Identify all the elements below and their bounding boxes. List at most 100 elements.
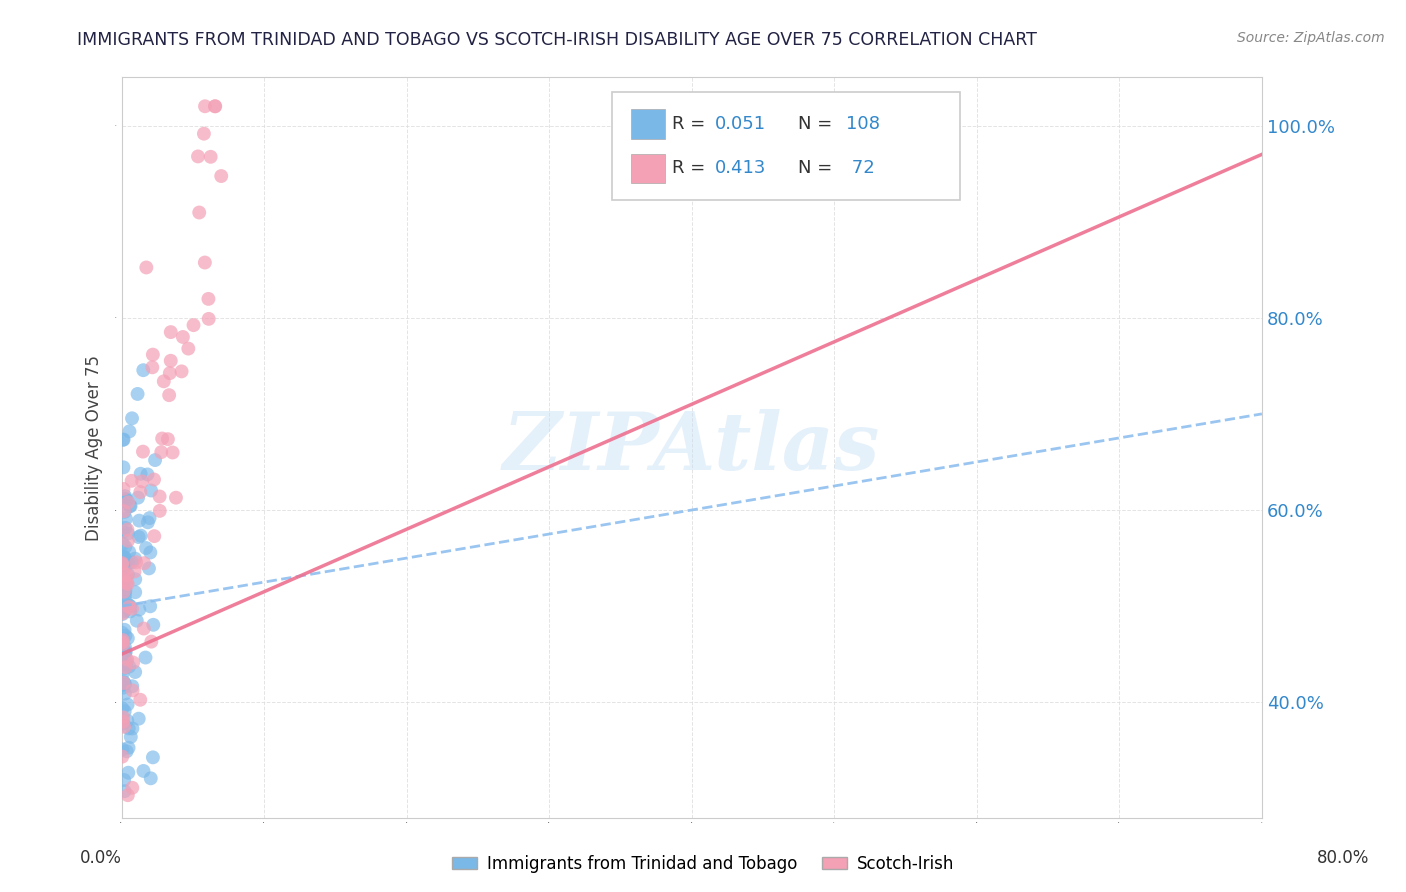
Point [138,511,160,525]
Point [114,660,136,674]
Point [141,360,163,375]
Point [112,579,135,593]
Point [112,681,135,695]
Point [115,568,138,582]
Point [128,712,150,726]
Point [124,572,146,586]
Point [125,555,148,569]
Point [188,205,211,219]
Point [132,444,155,458]
Point [118,598,141,612]
Point [131,475,153,489]
Point [111,556,134,570]
Point [114,489,136,503]
Point [117,495,139,509]
Point [121,411,143,425]
Point [132,622,155,636]
Point [204,99,226,113]
Point [115,493,138,508]
FancyBboxPatch shape [612,92,960,200]
Point [204,99,226,113]
Point [139,772,162,786]
Point [159,353,181,368]
Point [114,657,136,672]
Point [139,545,162,559]
Point [150,432,173,446]
Point [142,348,165,362]
Point [115,652,138,666]
Point [127,387,149,401]
Point [200,150,222,164]
Point [117,632,139,646]
Point [143,473,166,487]
Text: R =: R = [672,160,711,178]
Point [111,716,134,731]
Point [193,127,215,141]
Point [111,742,134,756]
Point [128,530,150,544]
Point [111,599,134,614]
Point [124,551,146,566]
Point [112,710,135,724]
Point [112,676,135,690]
Point [121,555,143,569]
Text: 0.051: 0.051 [714,115,766,133]
Point [117,523,139,537]
Point [114,583,136,598]
Point [156,432,179,446]
Point [117,765,139,780]
Point [111,537,134,551]
Point [114,784,136,798]
Point [120,599,142,613]
Point [114,648,136,662]
Point [209,169,232,183]
Text: 0.0%: 0.0% [80,849,122,867]
Point [111,654,134,668]
Point [114,629,136,643]
Point [114,661,136,675]
Point [111,607,134,621]
Point [112,577,135,591]
Point [136,516,159,530]
Point [112,720,135,734]
Point [112,572,135,586]
Point [124,585,146,599]
Point [114,677,136,691]
Point [125,614,148,628]
Point [149,490,172,504]
Point [141,634,163,648]
Point [112,482,135,496]
Point [117,577,139,591]
Point [114,540,136,554]
Text: 108: 108 [845,115,880,133]
Point [197,292,219,306]
Text: R =: R = [672,115,711,133]
Point [121,601,143,615]
Point [187,149,209,163]
Point [129,692,152,706]
Point [111,433,134,447]
Point [114,505,136,519]
FancyBboxPatch shape [631,153,665,183]
Point [159,366,181,380]
Point [132,556,155,570]
Text: 72: 72 [845,160,875,178]
Point [114,640,136,655]
Point [128,514,150,528]
Point [118,659,141,673]
Point [121,474,143,488]
Text: N =: N = [797,160,838,178]
Point [139,599,162,614]
Point [112,584,135,599]
Point [115,512,138,526]
Point [117,714,139,728]
Point [129,528,152,542]
Point [117,533,139,548]
Point [114,559,136,574]
Point [149,504,172,518]
Point [114,594,136,608]
Point [132,764,155,778]
Point [157,388,180,402]
Point [111,633,134,648]
Point [121,683,143,698]
